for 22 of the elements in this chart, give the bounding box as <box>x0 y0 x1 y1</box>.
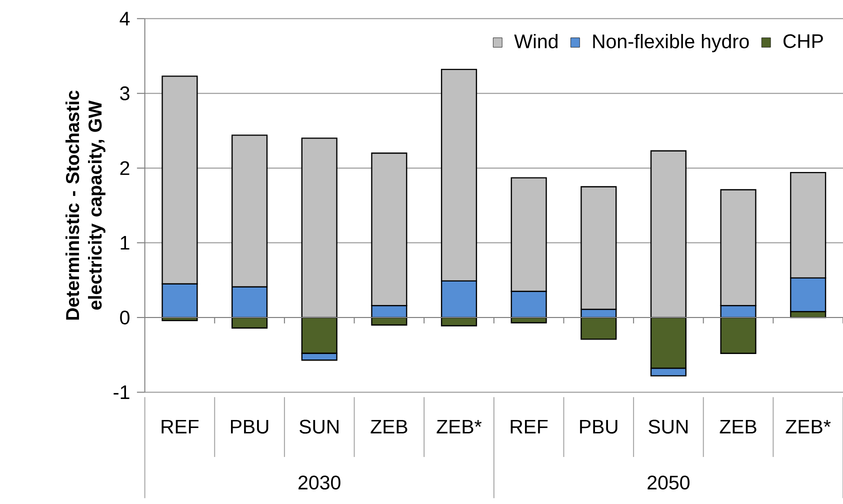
x-tick-label: REF <box>162 420 199 434</box>
x-tick-label: ZEB* <box>786 420 831 434</box>
x-tick-label: ZEB* <box>436 420 482 434</box>
y-tick-label: 1 <box>120 236 130 250</box>
text: 2050 <box>648 476 690 490</box>
y-tick-label: -1 <box>114 385 130 399</box>
y-tick-label: 2 <box>120 161 130 175</box>
y-axis-title: Deterministic - Stochastic electricity capacity, GW <box>65 90 106 320</box>
y-tick-label: 0 <box>120 310 130 324</box>
x-tick-label: PBU <box>230 420 268 434</box>
x-tick-label: ZEB <box>720 420 756 434</box>
text: 2030 <box>298 476 340 490</box>
legend-label: Wind <box>514 34 558 48</box>
x-tick-label: REF <box>510 420 548 434</box>
legend-label: Non-flexible hydro <box>593 34 749 52</box>
x-tick-label: ZEB <box>370 420 408 434</box>
y-tick-label: 4 <box>120 12 130 26</box>
y-tick-label: 3 <box>120 86 130 100</box>
x-tick-label: SUN <box>300 420 338 434</box>
x-tick-label: PBU <box>580 420 618 434</box>
legend-label: CHP <box>784 34 823 48</box>
x-tick-label: SUN <box>648 420 688 434</box>
